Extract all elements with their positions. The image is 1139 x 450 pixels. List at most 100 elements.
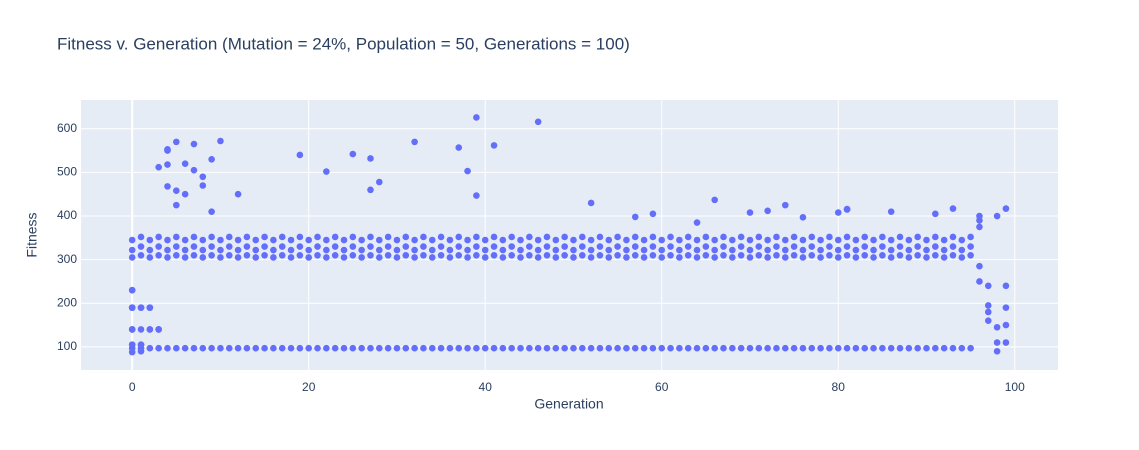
- point: [367, 251, 374, 259]
- point: [128, 254, 136, 261]
- point: [764, 236, 771, 244]
- point: [914, 243, 921, 250]
- point: [905, 344, 913, 352]
- point: [967, 243, 974, 250]
- point: [296, 344, 304, 352]
- point: [340, 344, 348, 352]
- point: [367, 233, 374, 241]
- point: [984, 308, 992, 316]
- point: [1002, 282, 1010, 290]
- point: [155, 233, 162, 241]
- point: [870, 344, 877, 352]
- point: [164, 236, 171, 244]
- point: [181, 160, 189, 167]
- point: [411, 138, 418, 146]
- point: [287, 236, 295, 244]
- point: [605, 246, 613, 254]
- point: [411, 254, 418, 261]
- point: [993, 212, 1001, 220]
- point: [1002, 304, 1010, 311]
- point: [596, 233, 604, 241]
- point: [402, 233, 410, 241]
- point: [526, 251, 533, 259]
- point: [843, 344, 851, 352]
- point: [155, 163, 162, 171]
- point: [684, 243, 692, 250]
- point: [729, 236, 736, 244]
- point: [720, 251, 727, 259]
- point: [570, 246, 577, 254]
- point: [887, 236, 895, 244]
- point: [552, 344, 560, 352]
- point: [623, 236, 630, 244]
- point: [517, 254, 524, 261]
- point: [270, 344, 277, 352]
- point: [817, 254, 824, 261]
- point: [543, 251, 551, 259]
- y-tick-label: 200: [57, 295, 77, 309]
- point: [243, 243, 251, 250]
- point: [278, 344, 286, 352]
- point: [729, 344, 736, 352]
- point: [305, 344, 313, 352]
- point: [146, 304, 154, 311]
- point: [949, 251, 957, 259]
- point: [234, 190, 242, 198]
- point: [411, 236, 418, 244]
- point: [490, 344, 498, 352]
- point: [128, 348, 136, 356]
- point: [1002, 205, 1010, 212]
- point: [358, 246, 365, 254]
- point: [473, 192, 480, 199]
- x-axis-title: Generation: [534, 396, 603, 412]
- point: [940, 344, 948, 352]
- point: [649, 233, 657, 241]
- point: [578, 344, 586, 352]
- point: [137, 304, 145, 311]
- point: [128, 341, 136, 349]
- point: [984, 302, 992, 309]
- y-tick-label: 300: [57, 252, 77, 266]
- point: [799, 236, 807, 244]
- point: [773, 243, 780, 250]
- point: [958, 344, 966, 352]
- point: [843, 233, 851, 241]
- plot-area: [81, 100, 1058, 370]
- point: [128, 304, 136, 311]
- point: [631, 213, 639, 221]
- point: [481, 236, 489, 244]
- point: [852, 344, 860, 352]
- point: [340, 246, 348, 254]
- point: [181, 190, 189, 198]
- point: [305, 246, 313, 254]
- point: [764, 246, 771, 254]
- point: [940, 254, 948, 261]
- point: [887, 344, 895, 352]
- point: [499, 254, 507, 261]
- point: [614, 251, 621, 259]
- point: [552, 246, 560, 254]
- point: [278, 251, 286, 259]
- point: [676, 254, 683, 261]
- point: [808, 233, 816, 241]
- point: [128, 326, 136, 333]
- point: [208, 243, 215, 250]
- point: [164, 254, 171, 261]
- point: [199, 246, 207, 254]
- point: [340, 254, 348, 261]
- point: [376, 344, 383, 352]
- point: [199, 173, 207, 181]
- point: [587, 254, 595, 261]
- point: [464, 167, 471, 175]
- point: [155, 344, 162, 352]
- point: [296, 243, 304, 250]
- x-tick-label: 60: [655, 380, 669, 394]
- point: [499, 246, 507, 254]
- point: [508, 233, 515, 241]
- point: [852, 254, 860, 261]
- point: [976, 212, 983, 220]
- point: [817, 344, 824, 352]
- point: [790, 243, 798, 250]
- point: [940, 236, 948, 244]
- point: [826, 344, 833, 352]
